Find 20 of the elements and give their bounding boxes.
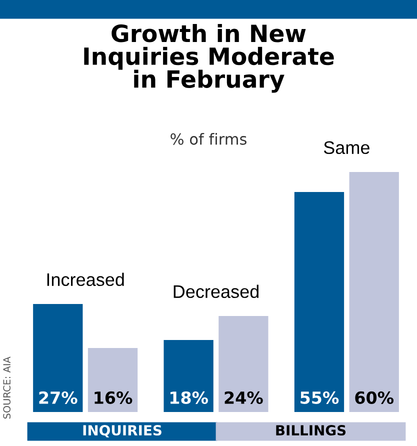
data-label: 16% [94, 391, 132, 404]
data-label: 24% [224, 391, 263, 404]
data-label: 60% [355, 391, 394, 404]
bar [349, 172, 399, 412]
data-label: 55% [300, 391, 339, 404]
bar [88, 348, 138, 412]
data-label: 27% [39, 391, 78, 404]
chart-title: Growth in New Inquiries Moderate in February [84, 24, 334, 93]
chart-subtitle: % of firms [170, 133, 246, 145]
data-label: 18% [170, 391, 208, 404]
x-tick-label: Same [324, 141, 370, 154]
series-label: INQUIRIES [83, 425, 162, 438]
series-label: BILLINGS [276, 425, 346, 436]
bar [33, 304, 83, 412]
bar [218, 316, 268, 412]
x-tick-label: Increased [47, 272, 124, 286]
x-tick-label: Decreased [174, 284, 258, 298]
source-note: SOURCE: AIA [3, 356, 11, 419]
bar [294, 192, 344, 412]
bar [164, 340, 214, 412]
